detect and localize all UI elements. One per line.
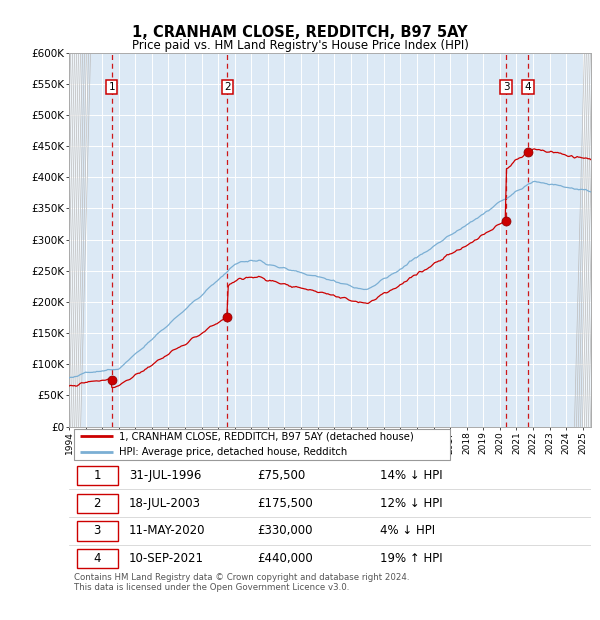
Bar — [69, 53, 82, 427]
Text: 1: 1 — [94, 469, 101, 482]
Text: 11-MAY-2020: 11-MAY-2020 — [129, 525, 206, 538]
Text: 2: 2 — [224, 82, 230, 92]
FancyBboxPatch shape — [77, 466, 118, 485]
Text: 10-SEP-2021: 10-SEP-2021 — [129, 552, 204, 565]
Text: 3: 3 — [94, 525, 101, 538]
FancyBboxPatch shape — [74, 428, 450, 460]
Text: 1: 1 — [109, 82, 115, 92]
Text: Contains HM Land Registry data © Crown copyright and database right 2024.
This d: Contains HM Land Registry data © Crown c… — [74, 573, 410, 592]
Text: £175,500: £175,500 — [257, 497, 313, 510]
Text: 4: 4 — [524, 82, 531, 92]
Text: £75,500: £75,500 — [257, 469, 305, 482]
FancyBboxPatch shape — [77, 521, 118, 541]
Text: 1, CRANHAM CLOSE, REDDITCH, B97 5AY (detached house): 1, CRANHAM CLOSE, REDDITCH, B97 5AY (det… — [119, 431, 413, 441]
Text: 4: 4 — [94, 552, 101, 565]
Text: 1, CRANHAM CLOSE, REDDITCH, B97 5AY: 1, CRANHAM CLOSE, REDDITCH, B97 5AY — [132, 25, 468, 40]
FancyBboxPatch shape — [77, 494, 118, 513]
Text: 18-JUL-2003: 18-JUL-2003 — [129, 497, 201, 510]
Bar — [583, 53, 591, 427]
Text: 31-JUL-1996: 31-JUL-1996 — [129, 469, 202, 482]
Text: £330,000: £330,000 — [257, 525, 313, 538]
Text: 14% ↓ HPI: 14% ↓ HPI — [380, 469, 442, 482]
Text: 19% ↑ HPI: 19% ↑ HPI — [380, 552, 442, 565]
Text: £440,000: £440,000 — [257, 552, 313, 565]
Text: 2: 2 — [94, 497, 101, 510]
FancyBboxPatch shape — [77, 549, 118, 569]
Text: 4% ↓ HPI: 4% ↓ HPI — [380, 525, 435, 538]
Text: 3: 3 — [503, 82, 509, 92]
Text: HPI: Average price, detached house, Redditch: HPI: Average price, detached house, Redd… — [119, 447, 347, 457]
Text: 12% ↓ HPI: 12% ↓ HPI — [380, 497, 442, 510]
Text: Price paid vs. HM Land Registry's House Price Index (HPI): Price paid vs. HM Land Registry's House … — [131, 39, 469, 52]
